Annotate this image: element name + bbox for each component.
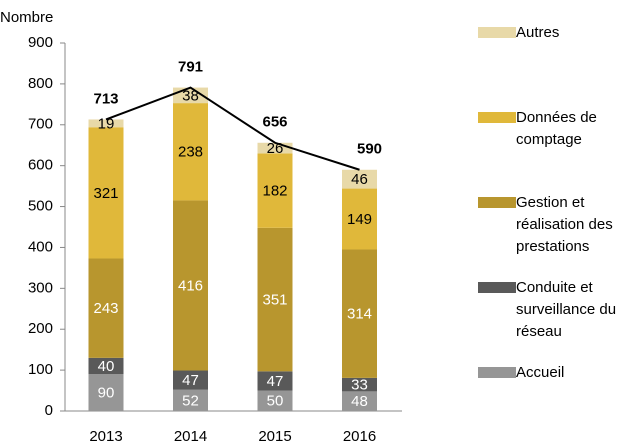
bar-segment (257, 371, 293, 391)
data-label: 182 (262, 183, 287, 200)
bar-segment (342, 377, 377, 392)
y-tick-label: 600 (28, 157, 53, 174)
bar-segment (173, 103, 208, 201)
y-tick-label: 100 (28, 361, 53, 378)
total-label: 713 (93, 90, 118, 107)
legend-label: Gestion et réalisation des prestations (516, 194, 613, 255)
bar-segment (173, 370, 208, 390)
data-label: 38 (182, 87, 199, 104)
total-label: 791 (178, 59, 203, 76)
bar-segment (88, 127, 124, 259)
data-label: 46 (351, 171, 368, 188)
legend-label: Accueil (516, 364, 565, 381)
total-line (105, 86, 360, 171)
y-tick-label: 0 (45, 402, 53, 419)
data-label: 40 (98, 358, 115, 375)
bar-segment (173, 389, 208, 411)
data-label: 149 (347, 211, 372, 228)
legend-item: Gestion et réalisation des prestations (478, 192, 642, 258)
data-label: 314 (347, 306, 372, 323)
y-axis-label: Nombre (0, 9, 53, 26)
bar-segment (88, 374, 124, 411)
data-label: 47 (182, 372, 199, 389)
legend-item: Données de comptage (478, 107, 642, 151)
bar-segment (257, 153, 293, 228)
bar-segment (88, 357, 124, 375)
data-label: 243 (93, 300, 118, 317)
legend-item: Conduite et surveillance du réseau (478, 277, 642, 343)
bar-segment (88, 119, 124, 128)
y-tick-label: 800 (28, 75, 53, 92)
legend-label: Données de comptage (516, 109, 597, 148)
data-label: 47 (267, 373, 284, 390)
y-tick-label: 700 (28, 116, 53, 133)
legend-item: Autres (478, 22, 642, 44)
bar-segment (257, 390, 293, 411)
legend-swatch (478, 112, 516, 123)
total-label: 590 (357, 141, 382, 158)
legend-item: Accueil (478, 362, 642, 384)
data-label: 50 (267, 393, 284, 410)
data-label: 90 (98, 385, 115, 402)
bar-segment (342, 169, 377, 189)
data-label: 238 (178, 144, 203, 161)
data-label: 52 (182, 392, 199, 409)
x-tick-label: 2016 (343, 428, 376, 445)
x-tick-label: 2015 (258, 428, 291, 445)
legend-label: Conduite et surveillance du réseau (516, 279, 617, 340)
bar-segment (257, 142, 293, 154)
y-tick-label: 500 (28, 198, 53, 215)
legend-label: Autres (516, 24, 560, 41)
y-tick-label: 200 (28, 320, 53, 337)
legend-swatch (478, 282, 516, 293)
data-label: 321 (93, 185, 118, 202)
data-label: 33 (351, 377, 368, 394)
y-tick-label: 400 (28, 238, 53, 255)
bar-segment (88, 258, 124, 358)
legend-swatch (478, 197, 516, 208)
data-label: 416 (178, 277, 203, 294)
bar-segment (342, 391, 377, 411)
bar-segment (342, 249, 377, 378)
total-label: 656 (262, 114, 287, 131)
bar-segment (342, 188, 377, 250)
x-tick-label: 2014 (174, 428, 207, 445)
legend-swatch (478, 27, 516, 38)
bar-segment (173, 200, 208, 371)
data-label: 48 (351, 393, 368, 410)
data-label: 19 (98, 115, 115, 132)
y-tick-label: 900 (28, 34, 53, 51)
data-label: 351 (262, 292, 287, 309)
x-tick-label: 2013 (89, 428, 122, 445)
y-tick-label: 300 (28, 279, 53, 296)
legend-swatch (478, 367, 516, 378)
bar-segment (257, 227, 293, 372)
